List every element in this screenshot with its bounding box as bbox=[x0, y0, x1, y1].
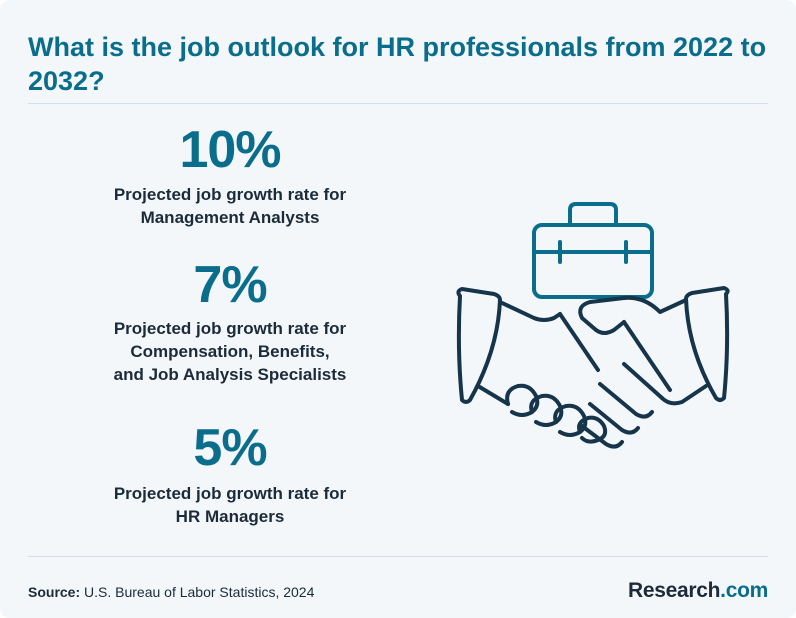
source-note: Source: U.S. Bureau of Labor Statistics,… bbox=[28, 583, 314, 601]
stat-label: Projected job growth rate for Management… bbox=[113, 185, 347, 227]
brand-name: Research bbox=[628, 579, 721, 602]
source-prefix: Source: bbox=[28, 584, 81, 600]
stat-management-analysts: 10% Projected job growth rate for Manage… bbox=[80, 122, 380, 229]
header-divider bbox=[28, 103, 768, 104]
stat-compensation-specialists: 7% Projected job growth rate for Compens… bbox=[80, 257, 380, 386]
briefcase-icon bbox=[532, 202, 654, 299]
stat-label: Projected job growth rate for Compensati… bbox=[113, 319, 347, 384]
source-text: U.S. Bureau of Labor Statistics, 2024 bbox=[80, 584, 315, 600]
stat-value: 7% bbox=[193, 256, 267, 314]
page-title: What is the job outlook for HR professio… bbox=[28, 32, 767, 96]
handshake-illustration bbox=[456, 202, 730, 449]
handshake-icon bbox=[456, 286, 730, 449]
brand-suffix: .com bbox=[720, 579, 768, 602]
stat-hr-managers: 5% Projected job growth rate for HR Mana… bbox=[80, 420, 380, 528]
stat-value: 10% bbox=[179, 121, 281, 179]
footer-divider bbox=[28, 556, 768, 557]
stat-label: Projected job growth rate for HR Manager… bbox=[113, 484, 347, 526]
brand-logo[interactable]: Research.com bbox=[628, 578, 768, 604]
stat-value: 5% bbox=[193, 419, 267, 477]
